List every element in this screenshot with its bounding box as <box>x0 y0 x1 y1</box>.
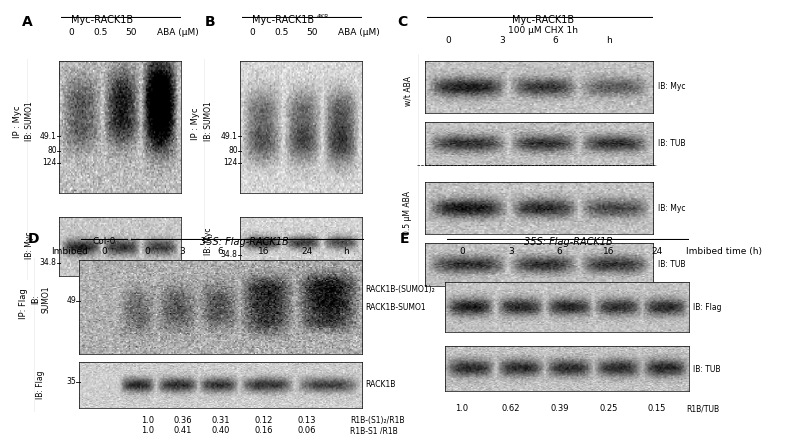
Text: 124: 124 <box>224 158 238 167</box>
Text: 6: 6 <box>556 247 563 256</box>
Text: IB: Flag: IB: Flag <box>36 371 46 399</box>
Text: 35S: Flag-RACK1B: 35S: Flag-RACK1B <box>200 237 288 247</box>
Text: 0: 0 <box>68 28 74 37</box>
Text: 80: 80 <box>47 146 57 155</box>
Text: 49.1: 49.1 <box>40 132 57 141</box>
Text: 0.16: 0.16 <box>254 426 273 434</box>
Text: 3: 3 <box>499 36 505 46</box>
Text: 50: 50 <box>306 28 317 37</box>
Text: 0.25: 0.25 <box>599 404 618 414</box>
Text: 0.40: 0.40 <box>211 426 230 434</box>
Text: IP : Myc: IP : Myc <box>190 108 200 140</box>
Text: 16: 16 <box>258 247 269 256</box>
Text: 4KR: 4KR <box>316 14 329 19</box>
Text: 35: 35 <box>67 378 76 386</box>
Text: 0.5 μM ABA: 0.5 μM ABA <box>403 191 412 235</box>
Text: 0: 0 <box>459 247 465 256</box>
Text: IB: Myc: IB: Myc <box>658 82 685 91</box>
Text: 0: 0 <box>249 28 255 37</box>
Text: 6: 6 <box>552 36 559 46</box>
Text: 24: 24 <box>301 247 312 256</box>
Text: IB: TUB: IB: TUB <box>658 139 685 148</box>
Text: 3: 3 <box>508 247 514 256</box>
Text: 1.0: 1.0 <box>456 404 468 414</box>
Text: 0: 0 <box>445 36 452 46</box>
Text: w/t ABA: w/t ABA <box>403 76 412 106</box>
Text: 16: 16 <box>603 247 614 256</box>
Text: 0.31: 0.31 <box>211 416 230 425</box>
Text: Col-0: Col-0 <box>92 237 116 246</box>
Text: IP: Flag: IP: Flag <box>19 289 28 319</box>
Text: R1B-S1 /R1B: R1B-S1 /R1B <box>350 426 398 434</box>
Text: IP : Myc: IP : Myc <box>13 105 22 138</box>
Text: h: h <box>606 36 612 46</box>
Text: 34.8: 34.8 <box>221 250 238 259</box>
Text: 0.39: 0.39 <box>550 404 569 414</box>
Text: IB: Myc: IB: Myc <box>204 227 213 255</box>
Text: A: A <box>22 15 33 29</box>
Text: B: B <box>205 15 216 29</box>
Text: R1B-(S1)₂/R1B: R1B-(S1)₂/R1B <box>350 416 405 425</box>
Text: 0.15: 0.15 <box>648 404 667 414</box>
Text: Myc-RACK1B: Myc-RACK1B <box>72 15 133 25</box>
Text: 35S: Flag-RACK1B: 35S: Flag-RACK1B <box>524 237 612 247</box>
Text: 1.0: 1.0 <box>141 416 153 425</box>
Text: 34.8: 34.8 <box>40 258 57 267</box>
Text: 0.13: 0.13 <box>297 416 316 425</box>
Text: RACK1B-SUMO1: RACK1B-SUMO1 <box>365 303 426 312</box>
Text: 0.06: 0.06 <box>297 426 316 434</box>
Text: 80: 80 <box>228 146 238 155</box>
Text: D: D <box>28 232 39 246</box>
Text: ABA (μM): ABA (μM) <box>157 28 199 37</box>
Text: 0.5: 0.5 <box>94 28 108 37</box>
Text: 49: 49 <box>67 296 76 305</box>
Text: RACK1B-(SUMO1)₂: RACK1B-(SUMO1)₂ <box>365 286 435 294</box>
Text: 124: 124 <box>42 158 57 167</box>
Text: 0.12: 0.12 <box>254 416 273 425</box>
Text: 24: 24 <box>652 247 663 256</box>
Text: IB:
SUMO1: IB: SUMO1 <box>31 286 50 313</box>
Text: Imbibed: Imbibed <box>51 247 88 256</box>
Text: IB: Myc: IB: Myc <box>658 204 685 213</box>
Text: ABA (μM): ABA (μM) <box>338 28 380 37</box>
Text: IB: SUMO1: IB: SUMO1 <box>24 102 34 141</box>
Text: 1.0: 1.0 <box>141 426 153 434</box>
Text: IB: SUMO1: IB: SUMO1 <box>204 102 213 141</box>
Text: 0.62: 0.62 <box>501 404 520 414</box>
Text: Imbibed time (h): Imbibed time (h) <box>686 247 763 256</box>
Text: R1B/TUB: R1B/TUB <box>686 404 719 414</box>
Text: 0.41: 0.41 <box>173 426 192 434</box>
Text: IB: Flag: IB: Flag <box>693 303 721 312</box>
Text: 100 μM CHX 1h: 100 μM CHX 1h <box>508 26 578 35</box>
Text: E: E <box>400 232 409 246</box>
Text: RACK1B: RACK1B <box>365 381 396 389</box>
Text: 6: 6 <box>217 247 224 256</box>
Text: IB: TUB: IB: TUB <box>658 260 685 269</box>
Text: C: C <box>397 15 408 29</box>
Text: 49.1: 49.1 <box>221 132 238 141</box>
Text: 0: 0 <box>101 247 107 256</box>
Text: IB: TUB: IB: TUB <box>693 365 720 374</box>
Text: Myc-RACK1B: Myc-RACK1B <box>253 15 314 25</box>
Text: IB: Myc: IB: Myc <box>24 231 34 259</box>
Text: 0.36: 0.36 <box>173 416 192 425</box>
Text: 0: 0 <box>144 247 150 256</box>
Text: 3: 3 <box>179 247 186 256</box>
Text: Myc-RACK1B: Myc-RACK1B <box>512 15 574 25</box>
Text: 50: 50 <box>125 28 136 37</box>
Text: 0.5: 0.5 <box>275 28 289 37</box>
Text: h: h <box>343 247 349 256</box>
